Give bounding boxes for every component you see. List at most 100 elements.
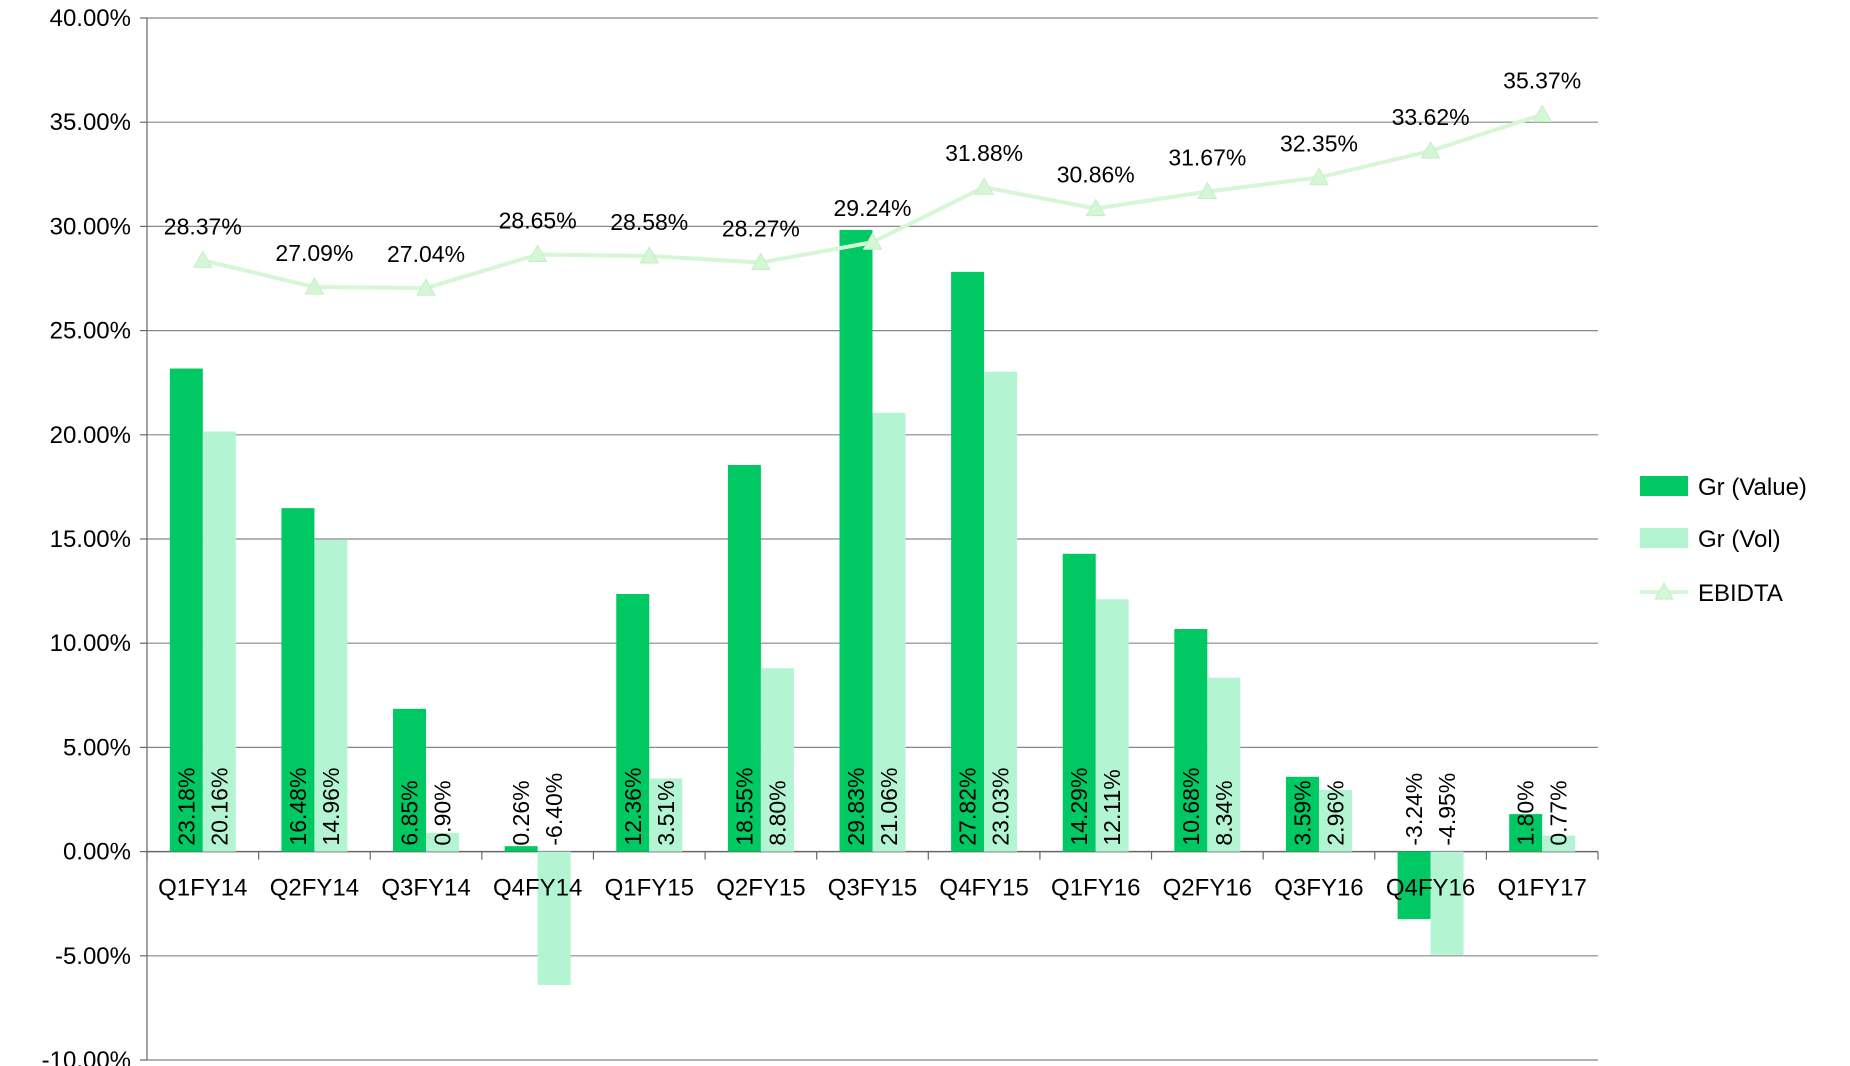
ebidta-data-label: 33.62% bbox=[1392, 104, 1470, 130]
ebidta-data-label: 27.04% bbox=[387, 241, 465, 267]
bar-gr-vol-label: 3.51% bbox=[653, 780, 679, 845]
bar-gr-value bbox=[1062, 553, 1096, 852]
bar-gr-value bbox=[281, 508, 315, 852]
x-category-label: Q1FY17 bbox=[1497, 875, 1586, 902]
ebidta-data-label: 35.37% bbox=[1503, 67, 1581, 93]
bar-gr-value bbox=[1509, 814, 1543, 852]
line-data-labels: 28.37% 27.09% 27.04% 28.65% 28.58% 28.27% 29.2… bbox=[164, 67, 1581, 267]
x-category-label: Q2FY14 bbox=[270, 875, 359, 902]
ebidta-point-marker bbox=[1420, 140, 1441, 159]
bar-gr-value-label: 18.55% bbox=[731, 768, 757, 846]
bar-gr-value-label: -3.24% bbox=[1401, 773, 1427, 846]
x-category-label: Q4FY15 bbox=[939, 875, 1028, 902]
ebidta-point-marker bbox=[751, 252, 771, 270]
bar-gr-value-label: 10.68% bbox=[1178, 768, 1204, 846]
bar-gr-vol bbox=[872, 412, 906, 852]
bar-gr-vol bbox=[1542, 835, 1576, 852]
ebidta-point-marker bbox=[1085, 198, 1106, 216]
bar-gr-vol bbox=[1318, 789, 1352, 852]
y-tick-label: 10.00% bbox=[50, 630, 131, 657]
ebidta-data-label: 31.67% bbox=[1168, 145, 1246, 171]
bar-gr-value bbox=[727, 465, 761, 852]
bar-gr-value-label: 27.82% bbox=[955, 768, 981, 846]
bar-gr-value-label: 12.36% bbox=[620, 768, 646, 846]
x-category-label: Q2FY15 bbox=[716, 875, 805, 902]
y-tick-label: 20.00% bbox=[50, 422, 131, 449]
bar-gr-vol-label: -4.95% bbox=[1434, 773, 1460, 846]
bar-gr-vol-label: 23.03% bbox=[988, 768, 1014, 846]
bar-gr-vol-label: -6.40% bbox=[541, 773, 567, 846]
y-tick-label: -10.00% bbox=[42, 1047, 131, 1066]
y-tick-label: 30.00% bbox=[50, 213, 131, 240]
x-category-label: Q1FY15 bbox=[605, 875, 694, 902]
bar-gr-value-label: 0.26% bbox=[508, 780, 534, 845]
legend-label-gr-value: Gr (Value) bbox=[1698, 474, 1807, 501]
bars bbox=[169, 229, 1576, 985]
y-axis-tick-labels: 40.00% 35.00% 30.00% 25.00% 20.00% 15.00% 10.0… bbox=[42, 5, 131, 1066]
ebidta-data-label: 28.58% bbox=[610, 209, 688, 235]
bar-gr-value bbox=[1397, 851, 1431, 920]
bar-gr-value-label: 29.83% bbox=[843, 768, 869, 846]
bar-gr-vol bbox=[1430, 851, 1464, 955]
ebidta-point-marker bbox=[1532, 104, 1553, 122]
bar-gr-vol-label: 0.77% bbox=[1546, 780, 1572, 845]
ebidta-point-marker bbox=[639, 245, 660, 264]
bar-gr-vol bbox=[1095, 599, 1129, 852]
bar-gr-vol bbox=[984, 371, 1018, 852]
bar-gr-vol-label: 14.96% bbox=[318, 768, 344, 846]
x-category-label: Q3FY15 bbox=[828, 875, 917, 902]
y-tick-label: 5.00% bbox=[63, 734, 131, 761]
bar-gr-vol-label: 8.80% bbox=[764, 780, 790, 845]
ebidta-point-marker bbox=[416, 278, 436, 296]
x-category-label: Q3FY14 bbox=[381, 875, 470, 902]
bar-gr-value bbox=[169, 368, 203, 852]
bar-gr-value-label: 1.80% bbox=[1513, 780, 1539, 845]
bar-gr-value bbox=[951, 271, 985, 852]
x-axis-category-labels: Q1FY14 Q2FY14 Q3FY14 Q4FY14 Q1FY15 Q2FY15 Q3FY… bbox=[158, 875, 1587, 902]
x-category-label: Q1FY14 bbox=[158, 875, 247, 902]
x-category-label: Q4FY16 bbox=[1386, 875, 1475, 902]
ebidta-data-label: 28.37% bbox=[164, 213, 242, 239]
bar-gr-value bbox=[1285, 776, 1319, 852]
bar-gr-value bbox=[1174, 629, 1208, 852]
bar-gr-value-label: 3.59% bbox=[1289, 780, 1315, 845]
bar-gr-vol-label: 20.16% bbox=[206, 768, 232, 846]
x-category-label: Q4FY14 bbox=[493, 875, 582, 902]
y-tick-label: -5.00% bbox=[55, 943, 131, 970]
bar-gr-vol bbox=[649, 778, 683, 852]
x-category-label: Q2FY16 bbox=[1163, 875, 1252, 902]
bar-gr-value-label: 14.29% bbox=[1066, 768, 1092, 846]
ebidta-data-label: 29.24% bbox=[833, 195, 911, 221]
y-tick-label: 0.00% bbox=[63, 839, 131, 866]
legend-swatch-gr-vol bbox=[1640, 528, 1688, 548]
bar-gr-vol-label: 2.96% bbox=[1322, 780, 1348, 845]
bar-gr-vol-label: 21.06% bbox=[876, 768, 902, 846]
ebidta-point-marker bbox=[974, 177, 994, 195]
x-category-label: Q3FY16 bbox=[1274, 875, 1363, 902]
ebidta-data-label: 31.88% bbox=[945, 140, 1023, 166]
bar-gr-value bbox=[839, 229, 873, 852]
ebidta-data-label: 30.86% bbox=[1057, 161, 1135, 187]
ebidta-data-label: 28.27% bbox=[722, 215, 800, 241]
bar-gr-value bbox=[504, 846, 538, 852]
bar-gr-vol bbox=[314, 539, 348, 852]
ebidta-point-marker bbox=[304, 277, 325, 295]
bar-gr-vol bbox=[426, 832, 460, 852]
legend-label-gr-vol: Gr (Vol) bbox=[1698, 526, 1781, 553]
bar-gr-vol-label: 0.90% bbox=[430, 780, 456, 845]
bar-gr-vol bbox=[1207, 677, 1241, 852]
legend-marker-ebidta bbox=[1654, 581, 1674, 600]
x-category-label: Q1FY16 bbox=[1051, 875, 1140, 902]
bar-gr-value-label: 6.85% bbox=[397, 780, 423, 845]
bar-gr-vol-label: 8.34% bbox=[1211, 780, 1237, 845]
ebidta-line bbox=[192, 104, 1553, 296]
y-tick-label: 15.00% bbox=[50, 526, 131, 553]
ebidta-point-marker bbox=[862, 232, 883, 250]
bar-data-labels: 23.18% 20.16% 16.48% 14.96% 6.85% 0.90% 0.26% -… bbox=[173, 768, 1571, 846]
bar-gr-value-label: 16.48% bbox=[285, 768, 311, 846]
legend-label-ebidta: EBIDTA bbox=[1698, 580, 1783, 607]
ebidta-point-marker bbox=[1197, 181, 1218, 200]
bar-gr-vol bbox=[537, 851, 571, 985]
bar-gr-value bbox=[616, 594, 650, 852]
